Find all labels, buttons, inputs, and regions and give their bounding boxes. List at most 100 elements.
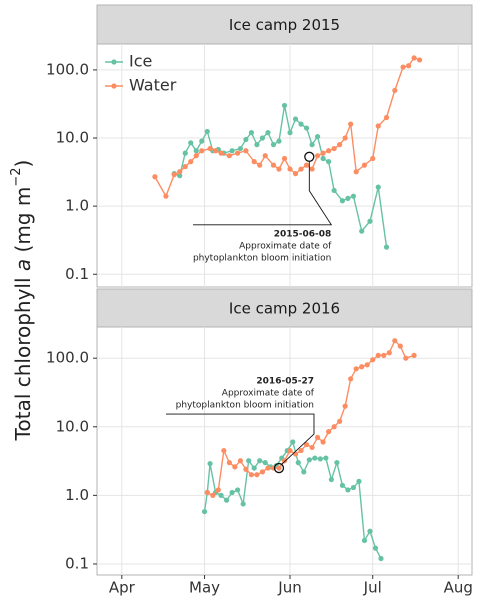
data-point bbox=[287, 130, 293, 136]
legend-swatch-point bbox=[111, 83, 117, 89]
data-point bbox=[254, 142, 260, 148]
data-point bbox=[372, 545, 379, 551]
data-point bbox=[348, 376, 354, 382]
data-point bbox=[240, 501, 246, 507]
data-point bbox=[314, 153, 321, 159]
data-point bbox=[326, 148, 332, 154]
data-point bbox=[262, 460, 268, 466]
data-point bbox=[397, 343, 403, 349]
data-point bbox=[375, 352, 381, 358]
data-point bbox=[212, 148, 219, 154]
data-point bbox=[177, 173, 183, 179]
annotation-text: phytoplankton bloom initiation bbox=[176, 401, 314, 411]
data-point bbox=[386, 350, 392, 356]
x-tick-label: Aug bbox=[444, 579, 473, 597]
data-point bbox=[193, 148, 199, 154]
data-point bbox=[243, 136, 249, 143]
data-point bbox=[199, 148, 205, 154]
data-point bbox=[152, 174, 158, 180]
data-point bbox=[350, 484, 357, 491]
data-point bbox=[204, 489, 210, 496]
data-point bbox=[226, 153, 232, 159]
data-point bbox=[182, 164, 188, 170]
data-point bbox=[246, 458, 252, 464]
data-point bbox=[417, 57, 423, 63]
data-point bbox=[353, 366, 359, 372]
data-point bbox=[405, 63, 412, 69]
data-point bbox=[182, 150, 188, 156]
panel-title: Ice camp 2015 bbox=[229, 16, 340, 34]
data-point bbox=[248, 130, 255, 136]
data-point bbox=[243, 148, 249, 154]
data-point bbox=[257, 162, 263, 168]
data-point bbox=[312, 455, 318, 461]
data-point bbox=[381, 352, 387, 358]
y-tick-label: 1.0 bbox=[65, 197, 89, 215]
data-point bbox=[403, 355, 409, 361]
data-point bbox=[287, 447, 293, 454]
annotation-leader bbox=[166, 413, 315, 465]
data-point bbox=[400, 64, 406, 70]
data-point bbox=[177, 169, 183, 175]
data-point bbox=[276, 138, 282, 144]
data-point bbox=[243, 466, 249, 472]
y-label-part: Total chlorophyll bbox=[11, 271, 35, 441]
data-point bbox=[364, 362, 370, 368]
data-point bbox=[218, 492, 224, 498]
data-point bbox=[270, 162, 277, 168]
data-point bbox=[331, 145, 337, 152]
data-point bbox=[361, 162, 368, 168]
data-point bbox=[276, 465, 282, 471]
data-point bbox=[290, 439, 296, 445]
data-point bbox=[210, 492, 216, 498]
x-tick-label: Apr bbox=[109, 579, 136, 597]
data-point bbox=[281, 155, 288, 162]
data-point bbox=[359, 364, 365, 370]
data-point bbox=[314, 133, 321, 140]
data-point bbox=[337, 418, 343, 424]
data-point bbox=[265, 130, 271, 136]
data-point bbox=[383, 114, 390, 121]
data-point bbox=[259, 469, 266, 475]
panel-background bbox=[96, 326, 473, 576]
data-point bbox=[251, 465, 257, 471]
data-point bbox=[223, 497, 230, 503]
data-point bbox=[298, 166, 304, 172]
data-point bbox=[276, 166, 282, 172]
data-point bbox=[218, 150, 224, 156]
data-point bbox=[370, 155, 376, 162]
annotation-date: 2015-06-08 bbox=[274, 229, 332, 239]
data-point bbox=[320, 155, 326, 162]
panel-background bbox=[96, 43, 473, 288]
data-point bbox=[207, 461, 213, 467]
data-point bbox=[375, 123, 381, 129]
data-point bbox=[383, 244, 390, 250]
data-point bbox=[353, 169, 359, 175]
data-point bbox=[199, 138, 205, 144]
data-point bbox=[298, 121, 304, 127]
y-label-part: (mg m bbox=[11, 187, 35, 259]
data-point bbox=[309, 166, 315, 172]
data-point bbox=[207, 145, 213, 152]
data-point bbox=[303, 441, 310, 448]
y-label-part: ) bbox=[11, 160, 35, 168]
y-label-part: a bbox=[11, 259, 35, 271]
data-point bbox=[306, 457, 312, 463]
data-point bbox=[303, 162, 310, 168]
data-point bbox=[215, 487, 221, 493]
data-point bbox=[356, 478, 362, 484]
series-line bbox=[203, 440, 382, 559]
data-point bbox=[320, 439, 326, 445]
panel-title: Ice camp 2016 bbox=[229, 300, 340, 318]
annotation-leader bbox=[193, 161, 333, 226]
data-point bbox=[235, 487, 241, 493]
data-point bbox=[331, 424, 337, 430]
annotation-marker bbox=[273, 462, 285, 474]
data-point bbox=[345, 487, 351, 493]
data-point bbox=[270, 142, 277, 148]
data-point bbox=[188, 140, 194, 146]
data-point bbox=[232, 464, 238, 470]
legend-swatch-point bbox=[111, 59, 117, 65]
y-label-part: −2 bbox=[9, 167, 24, 186]
y-tick-label: 0.1 bbox=[65, 265, 89, 283]
